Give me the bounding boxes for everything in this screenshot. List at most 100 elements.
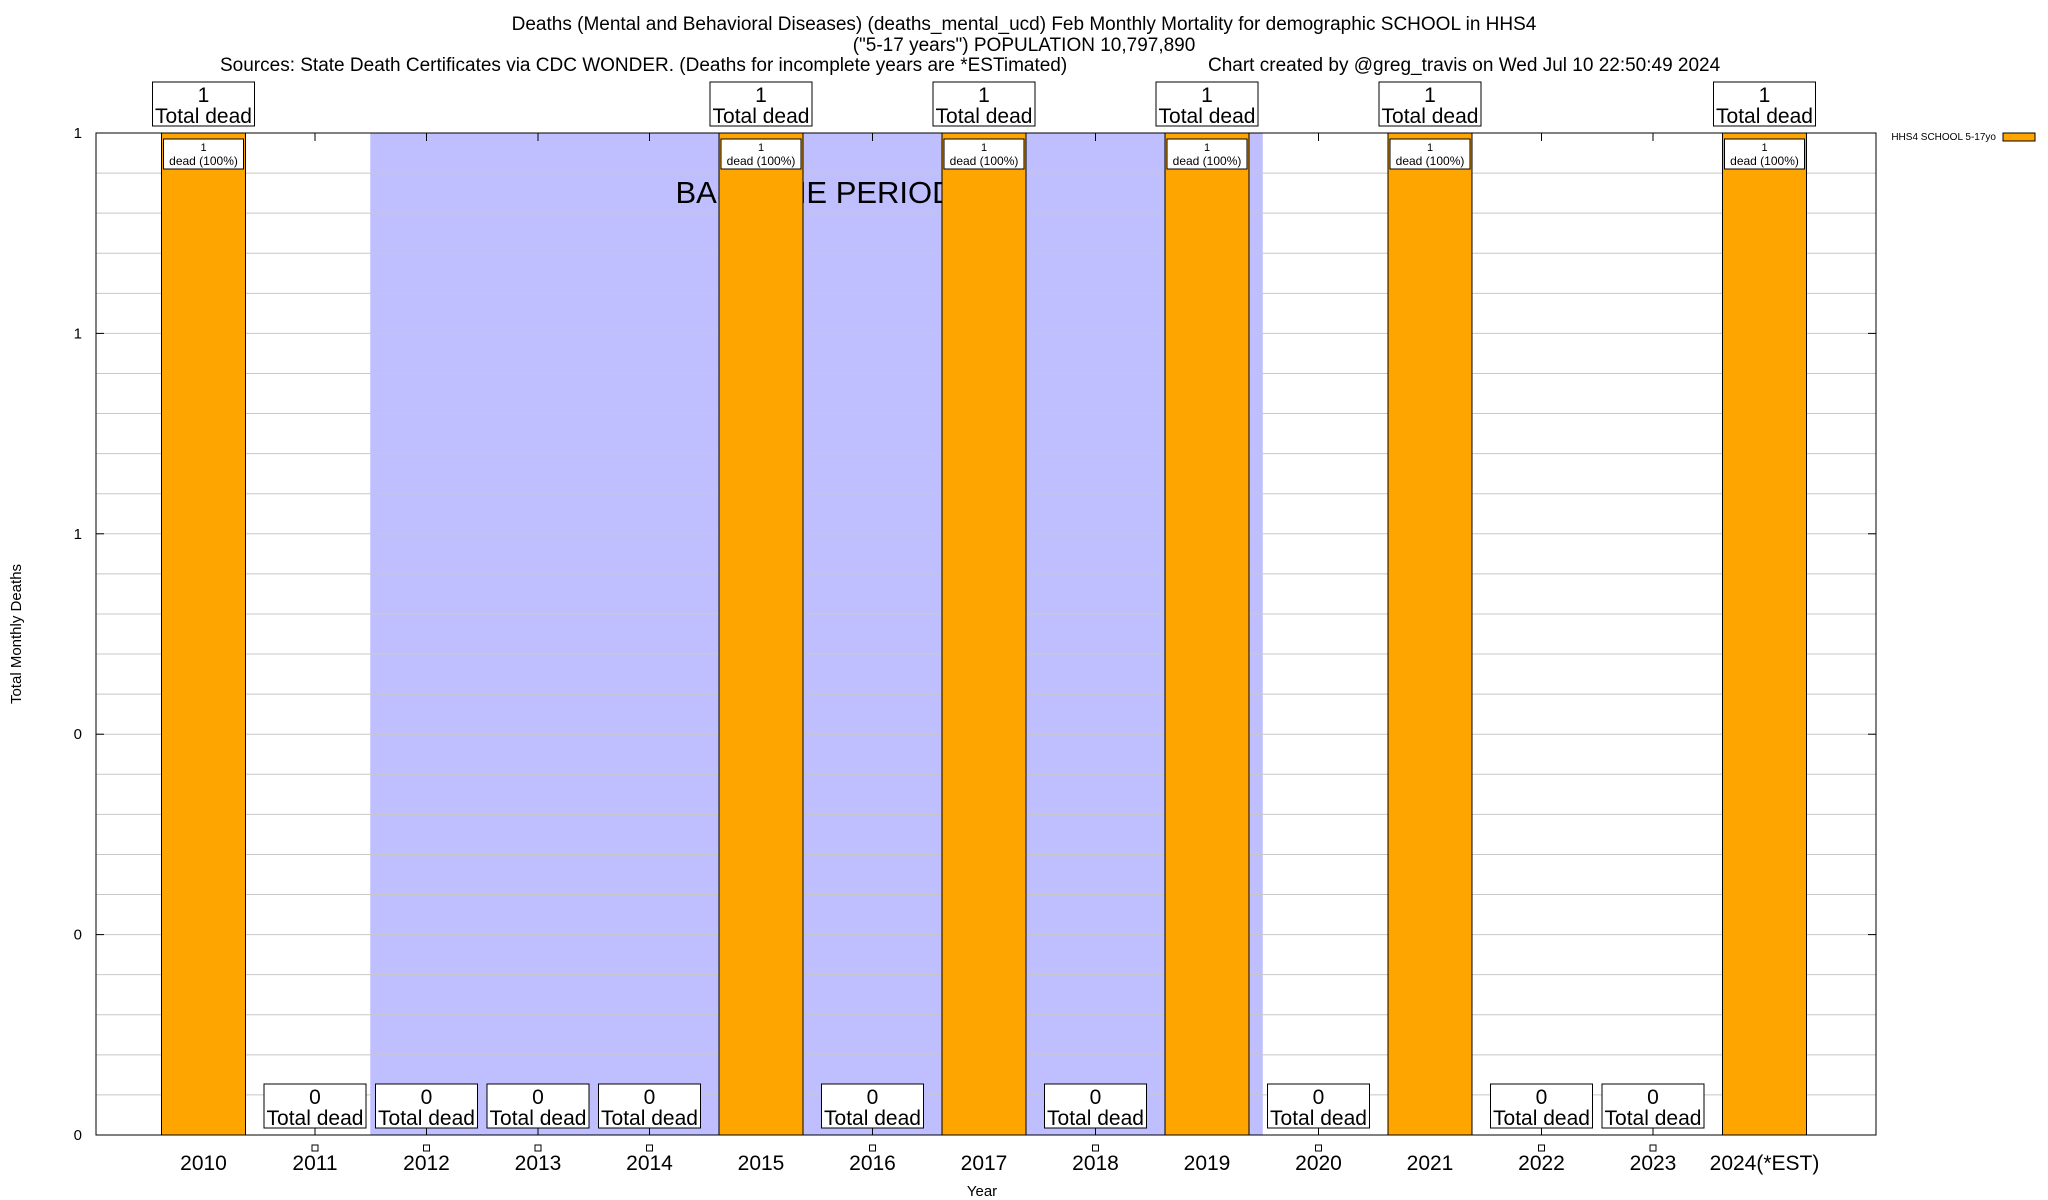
x-tick-label: 2012 <box>403 1152 450 1175</box>
bar-percent-label: dead (100%) <box>950 154 1019 168</box>
total-value-label: 0 <box>309 1086 321 1109</box>
total-text-label: Total dead <box>1382 105 1479 128</box>
chart-title-line1: Deaths (Mental and Behavioral Diseases) … <box>511 14 1537 35</box>
bar <box>718 132 804 1136</box>
plot-border <box>95 132 1877 1136</box>
zero-marker <box>534 1144 542 1152</box>
total-label-box <box>263 1083 367 1129</box>
bar-value-label: 1 <box>981 142 987 154</box>
bar <box>1387 132 1473 1136</box>
chart-title-line2: ("5-17 years") POPULATION 10,797,890 <box>852 35 1196 56</box>
total-text-label: Total dead <box>1047 1107 1144 1130</box>
total-label-box <box>1155 81 1259 127</box>
total-text-label: Total dead <box>936 105 1033 128</box>
zero-marker <box>311 1144 319 1152</box>
total-text-label: Total dead <box>1716 105 1813 128</box>
total-value-label: 0 <box>532 1086 544 1109</box>
x-tick-label: 2014 <box>626 1152 673 1175</box>
bar-percent-label: dead (100%) <box>1730 154 1799 168</box>
x-tick-label: 2019 <box>1184 1152 1231 1175</box>
total-text-label: Total dead <box>824 1107 921 1130</box>
x-axis-title: Year <box>967 1183 997 1200</box>
bar-label-box <box>1724 138 1805 170</box>
bar-value-label: 1 <box>1761 142 1767 154</box>
total-text-label: Total dead <box>713 105 810 128</box>
bar-label-box <box>1389 138 1471 170</box>
total-label-box <box>486 1083 590 1129</box>
legend-label: HHS4 SCHOOL 5-17yo <box>1891 132 1996 143</box>
x-tick-label: 2011 <box>292 1152 337 1175</box>
bar-label-box <box>943 138 1025 170</box>
zero-marker <box>423 1144 430 1152</box>
bar <box>941 132 1027 1136</box>
total-value-label: 1 <box>1759 84 1771 107</box>
total-text-label: Total dead <box>378 1107 475 1130</box>
total-value-label: 0 <box>1313 1086 1325 1109</box>
total-text-label: Total dead <box>155 105 252 128</box>
total-value-label: 1 <box>1424 84 1436 107</box>
total-label-box <box>932 81 1036 127</box>
total-text-label: Total dead <box>490 1107 587 1130</box>
chart-credit: Chart created by @greg_travis on Wed Jul… <box>1208 55 1721 76</box>
total-text-label: Total dead <box>1159 105 1256 128</box>
total-value-label: 0 <box>867 1086 879 1109</box>
baseline-period-label: BASELINE PERIOD <box>675 175 954 210</box>
y-tick-label: 0 <box>74 927 82 944</box>
total-label-box <box>1490 1083 1593 1129</box>
total-value-label: 0 <box>644 1086 656 1109</box>
total-value-label: 0 <box>1536 1086 1548 1109</box>
x-tick-label: 2013 <box>515 1152 562 1175</box>
zero-marker <box>1092 1144 1099 1152</box>
total-value-label: 0 <box>1647 1086 1659 1109</box>
y-tick-label: 1 <box>74 325 82 342</box>
total-label-box <box>1044 1083 1147 1129</box>
x-tick-label: 2022 <box>1518 1152 1565 1175</box>
baseline-period-region <box>370 133 1263 1135</box>
x-tick-label: 2010 <box>180 1152 227 1175</box>
total-text-label: Total dead <box>601 1107 698 1130</box>
bar-label-box <box>720 138 802 170</box>
bar-value-label: 1 <box>200 142 206 154</box>
bar-percent-label: dead (100%) <box>1396 154 1465 168</box>
total-label-box <box>1601 1083 1705 1129</box>
total-label-box <box>1713 81 1816 127</box>
total-value-label: 1 <box>978 84 990 107</box>
bar-percent-label: dead (100%) <box>1173 154 1242 168</box>
total-text-label: Total dead <box>267 1107 364 1130</box>
total-text-label: Total dead <box>1605 1107 1702 1130</box>
total-label-box <box>598 1083 701 1129</box>
total-text-label: Total dead <box>1493 1107 1590 1130</box>
bar <box>1722 132 1807 1136</box>
y-tick-label: 1 <box>74 125 82 142</box>
bar <box>1164 132 1250 1136</box>
x-tick-label: 2015 <box>738 1152 785 1175</box>
bar-percent-label: dead (100%) <box>727 154 796 168</box>
total-label-box <box>1267 1083 1370 1129</box>
total-label-box <box>709 81 813 127</box>
y-tick-label: 0 <box>74 726 82 743</box>
total-label-box <box>1378 81 1482 127</box>
total-label-box <box>152 81 255 127</box>
bar-label-box <box>163 138 244 170</box>
x-tick-label: 2023 <box>1630 1152 1677 1175</box>
y-tick-label: 1 <box>74 526 82 543</box>
zero-marker <box>1315 1144 1322 1152</box>
bar-value-label: 1 <box>758 142 764 154</box>
total-value-label: 0 <box>421 1086 433 1109</box>
zero-marker <box>1538 1144 1545 1152</box>
chart-sources: Sources: State Death Certificates via CD… <box>220 55 1068 76</box>
legend-swatch <box>2002 132 2036 142</box>
bar-value-label: 1 <box>1427 142 1433 154</box>
total-value-label: 0 <box>1090 1086 1102 1109</box>
total-value-label: 1 <box>755 84 767 107</box>
x-tick-label: 2020 <box>1295 1152 1342 1175</box>
bar-value-label: 1 <box>1204 142 1210 154</box>
bar <box>161 132 246 1136</box>
y-tick-label: 0 <box>74 1127 82 1144</box>
x-tick-label: 2016 <box>849 1152 896 1175</box>
zero-marker <box>869 1144 876 1152</box>
total-label-box <box>821 1083 924 1129</box>
y-axis-title: Total Monthly Deaths <box>8 564 25 704</box>
bar-percent-label: dead (100%) <box>169 154 238 168</box>
